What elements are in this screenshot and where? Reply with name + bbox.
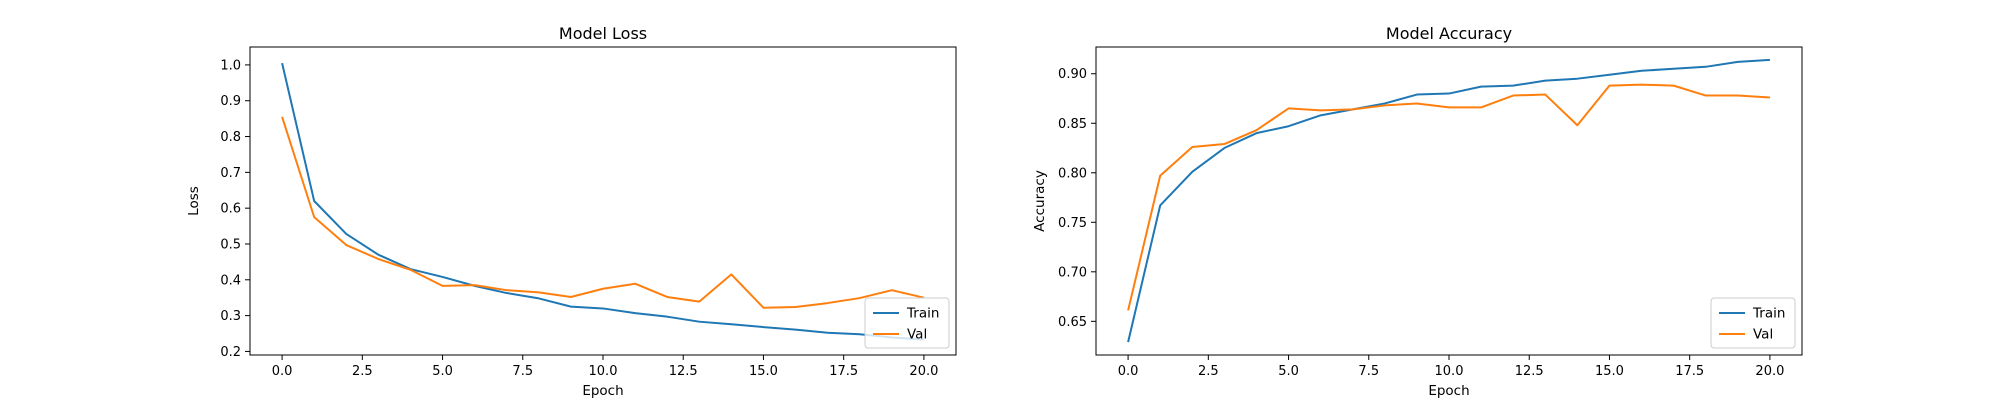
x-tick-label: 2.5: [352, 364, 373, 379]
y-tick-label: 0.7: [220, 166, 241, 181]
x-tick-label: 20.0: [1755, 364, 1784, 379]
x-tick-label: 0.0: [1118, 364, 1139, 379]
series-line-train: [1127, 58, 1770, 343]
legend-box: [1710, 297, 1796, 349]
legend-label-val: Val: [907, 327, 927, 343]
y-tick-label: 0.3: [220, 309, 241, 324]
x-tick-label: 10.0: [589, 364, 618, 379]
x-tick-label: 7.5: [512, 364, 533, 379]
y-tick-label: 0.90: [1058, 67, 1087, 82]
chart-panel-loss: Model Loss 0.0 2.5 5.0 7.5 10.0 12.5 15.0 17.5 20…: [186, 24, 957, 399]
plot-frame: [1095, 46, 1803, 356]
x-tick-label: 15.0: [1595, 364, 1624, 379]
x-axis-label: Epoch: [582, 383, 623, 399]
series-line-train: [281, 62, 924, 341]
y-axis-label: Loss: [186, 186, 202, 216]
legend-label-val: Val: [1753, 327, 1773, 343]
x-tick-label: 12.5: [1515, 364, 1544, 379]
x-tick-label: 17.5: [1675, 364, 1704, 379]
y-tick-label: 1.0: [220, 58, 241, 73]
y-tick-label: 0.80: [1058, 166, 1087, 181]
legend: Train Val: [1710, 297, 1796, 349]
chart-panel-accuracy: Model Accuracy 0.0 2.5 5.0 7.5 10.0 12.5 15.0 17…: [1032, 24, 1803, 399]
y-tick-label: 0.9: [220, 94, 241, 109]
y-tick-label: 0.8: [220, 130, 241, 145]
x-tick-label: 17.5: [829, 364, 858, 379]
y-tick-label: 0.85: [1058, 117, 1087, 132]
legend-label-train: Train: [906, 306, 939, 322]
x-tick-label: 12.5: [669, 364, 698, 379]
y-tick-label: 0.6: [220, 202, 241, 217]
x-tick-label: 15.0: [749, 364, 778, 379]
x-axis-label: Epoch: [1428, 383, 1469, 399]
chart-title: Model Accuracy: [1386, 24, 1512, 43]
x-tick-label: 2.5: [1198, 364, 1219, 379]
y-axis-label: Accuracy: [1032, 170, 1048, 232]
y-tick-label: 0.75: [1058, 216, 1087, 231]
y-tick-label: 0.4: [220, 273, 241, 288]
x-tick-label: 5.0: [432, 364, 453, 379]
legend: Train Val: [864, 297, 950, 349]
y-tick-label: 0.70: [1058, 265, 1087, 280]
chart-title: Model Loss: [559, 24, 647, 43]
x-tick-label: 0.0: [272, 364, 293, 379]
x-tick-label: 5.0: [1278, 364, 1299, 379]
series-line-val: [1127, 83, 1770, 311]
y-tick-label: 0.2: [220, 345, 241, 360]
y-tick-label: 0.65: [1058, 315, 1087, 330]
legend-box: [864, 297, 950, 349]
x-tick-label: 20.0: [909, 364, 938, 379]
y-tick-label: 0.5: [220, 237, 241, 252]
x-tick-label: 7.5: [1358, 364, 1379, 379]
series-line-val: [281, 116, 925, 309]
plot-frame: [249, 46, 957, 356]
x-tick-label: 10.0: [1435, 364, 1464, 379]
legend-label-train: Train: [1752, 306, 1785, 322]
